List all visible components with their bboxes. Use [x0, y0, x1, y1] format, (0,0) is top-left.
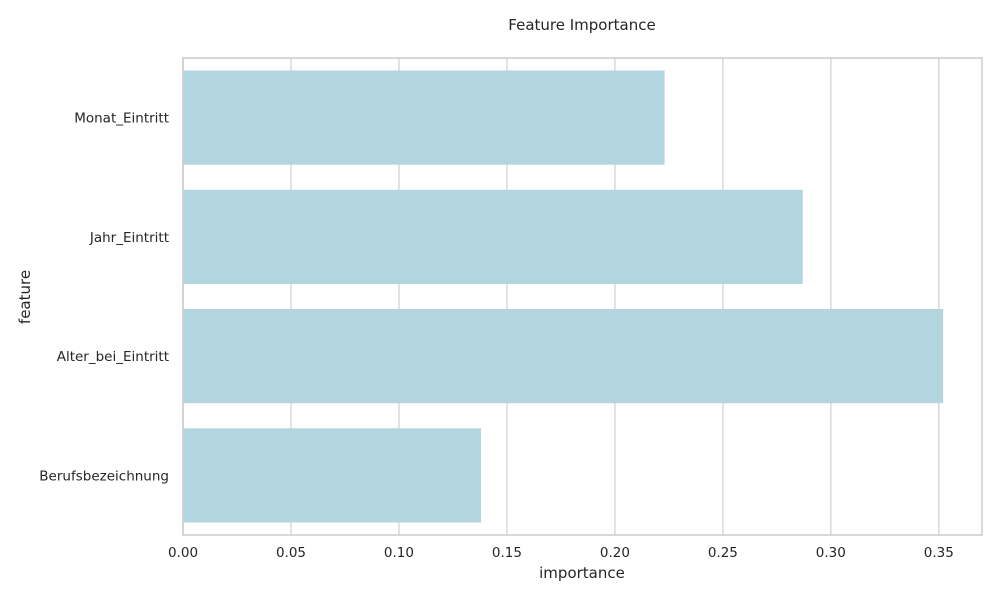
bar: [183, 70, 665, 165]
y-tick-label: Berufsbezeichnung: [39, 468, 169, 484]
x-tick-label: 0.25: [708, 545, 738, 561]
x-tick-labels: 0.00 0.05 0.10 0.15 0.20 0.25 0.30 0.35: [168, 545, 954, 561]
x-tick-label: 0.35: [924, 545, 954, 561]
y-axis-label: feature: [16, 270, 34, 324]
y-tick-label: Monat_Eintritt: [74, 111, 169, 127]
x-tick-label: 0.00: [168, 545, 198, 561]
bars-layer: [183, 70, 944, 523]
bar: [183, 428, 482, 523]
bar: [183, 189, 803, 284]
x-tick-label: 0.15: [492, 545, 522, 561]
x-tick-label: 0.30: [816, 545, 846, 561]
bar: [183, 309, 944, 404]
y-tick-label: Alter_bei_Eintritt: [57, 349, 169, 365]
y-tick-labels: Monat_Eintritt Jahr_Eintritt Alter_bei_Ein…: [39, 111, 169, 485]
y-tick-label: Jahr_Eintritt: [89, 230, 169, 246]
plot-frame: [182, 57, 983, 536]
x-tick-label: 0.05: [276, 545, 306, 561]
x-tick-label: 0.10: [384, 545, 414, 561]
x-axis-label: importance: [539, 564, 625, 582]
chart-title: Feature Importance: [508, 16, 655, 34]
x-tick-label: 0.20: [600, 545, 630, 561]
